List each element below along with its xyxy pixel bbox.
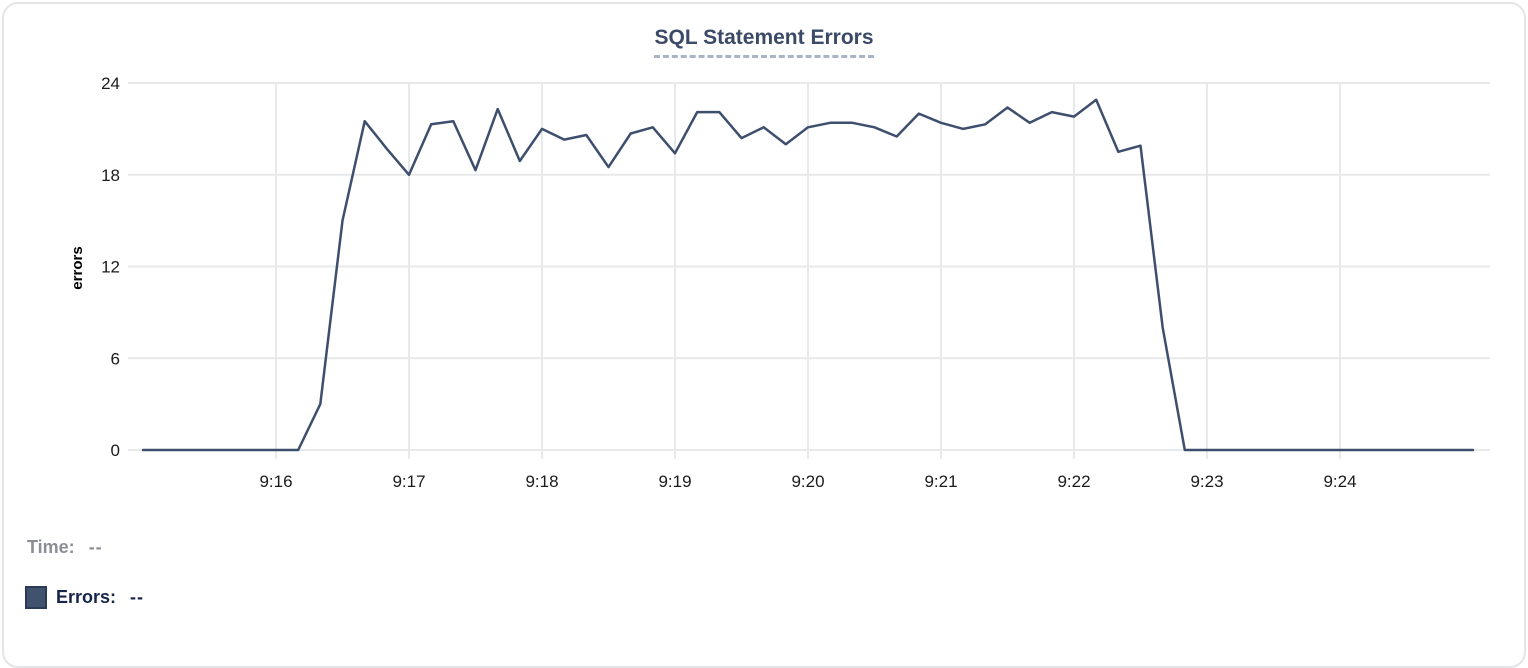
x-tick-label: 9:21: [924, 472, 957, 491]
errors-label: Errors:: [56, 587, 117, 607]
y-tick-label: 0: [111, 441, 120, 460]
x-tick-label: 9:19: [658, 472, 691, 491]
y-tick-label: 6: [111, 349, 120, 368]
y-axis-title: errors: [69, 246, 86, 289]
y-tick-label: 24: [101, 74, 120, 93]
errors-value: --: [130, 587, 145, 607]
tooltip-errors-row: Errors: --: [25, 586, 144, 609]
time-label: Time:: [27, 537, 75, 557]
x-tick-label: 9:18: [525, 472, 558, 491]
x-tick-label: 9:22: [1057, 472, 1090, 491]
chart-header: SQL Statement Errors: [0, 26, 1528, 58]
x-tick-label: 9:17: [392, 472, 425, 491]
errors-series-swatch-icon: [25, 586, 47, 609]
errors-series-line: [141, 98, 1475, 452]
x-tick-label: 9:16: [259, 472, 292, 491]
x-tick-label: 9:23: [1190, 472, 1223, 491]
chart-title[interactable]: SQL Statement Errors: [654, 26, 874, 58]
time-value: --: [88, 537, 103, 557]
y-tick-label: 18: [101, 166, 120, 185]
x-tick-label: 9:20: [791, 472, 824, 491]
tooltip-time-row: Time: --: [27, 537, 103, 558]
y-tick-label: 12: [101, 258, 120, 277]
errors-line-chart[interactable]: 0 6 12 18 24 9:16 9:17 9:18 9:19 9:20 9:21 9:22 9:23…: [0, 0, 1528, 500]
x-tick-label: 9:24: [1323, 472, 1356, 491]
